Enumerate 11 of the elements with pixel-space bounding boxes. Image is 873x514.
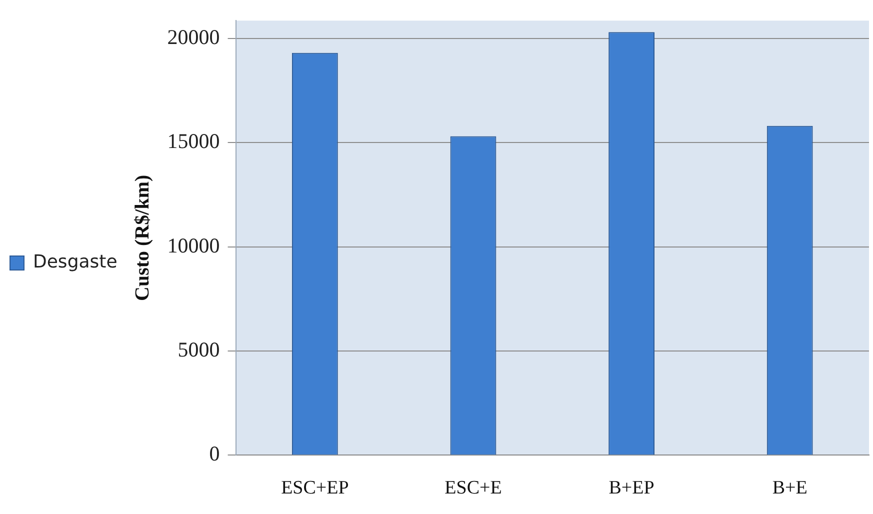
y-tick-label: 15000 xyxy=(167,129,220,154)
y-tick-label: 20000 xyxy=(167,24,220,49)
y-tick-label: 10000 xyxy=(167,233,220,258)
y-tick-label: 5000 xyxy=(178,337,220,362)
legend-label: Desgaste xyxy=(33,252,118,273)
x-tick-label: ESC+EP xyxy=(281,478,349,499)
x-tick-label: B+EP xyxy=(608,478,654,499)
y-axis-title: Custo (R$/km) xyxy=(131,174,154,301)
x-tick-label: B+E xyxy=(772,478,808,499)
y-tick-label: 0 xyxy=(209,442,220,466)
x-tick-label: ESC+E xyxy=(444,478,502,499)
